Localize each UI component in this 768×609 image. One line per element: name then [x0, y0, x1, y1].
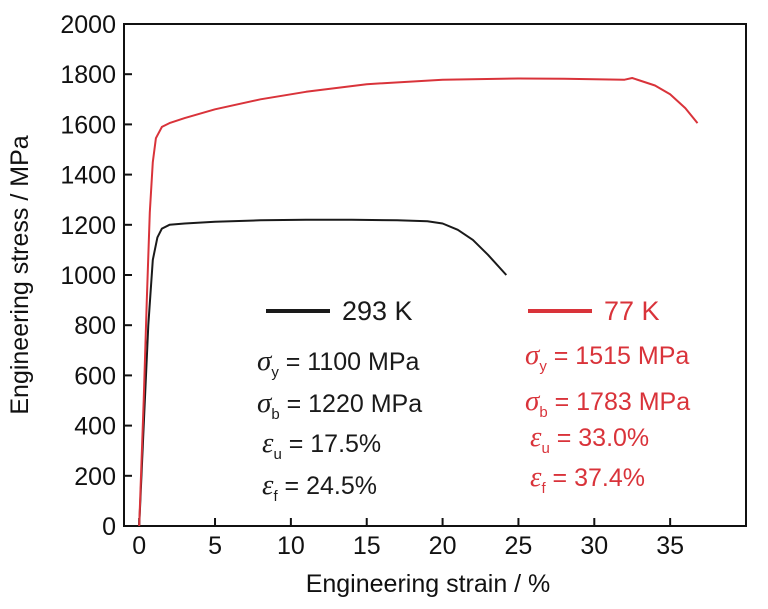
x-tick-label: 5 [208, 532, 222, 560]
y-tick-label: 200 [74, 463, 116, 491]
parameter-annotation: εf = 24.5% [262, 469, 377, 505]
x-axis-label: Engineering strain / % [306, 570, 551, 598]
y-tick-label: 1000 [60, 262, 116, 290]
x-tick-label: 25 [505, 532, 533, 560]
x-tick-label: 15 [353, 532, 381, 560]
x-tick-label: 20 [429, 532, 457, 560]
y-tick-label: 1800 [60, 61, 116, 89]
y-tick-label: 0 [102, 513, 116, 541]
parameter-annotation: σy = 1515 MPa [525, 339, 689, 375]
parameter-annotation: σb = 1220 MPa [257, 387, 422, 423]
y-tick-label: 1400 [60, 162, 116, 190]
series-line-77k [138, 77, 699, 527]
parameter-annotation: σy = 1100 MPa [257, 345, 420, 381]
series-line-293k [138, 218, 508, 527]
y-tick-label: 600 [74, 362, 116, 390]
y-tick-label: 2000 [60, 11, 116, 39]
parameter-annotation: εu = 17.5% [262, 427, 381, 463]
parameter-annotation: σb = 1783 MPa [525, 385, 690, 421]
y-axis-label: Engineering stress / MPa [6, 135, 34, 414]
x-tick-label: 30 [580, 532, 608, 560]
y-tick-label: 1200 [60, 212, 116, 240]
y-tick-label: 1600 [60, 111, 116, 139]
y-tick-label: 800 [74, 312, 116, 340]
x-tick-label: 35 [656, 532, 684, 560]
legend-label: 77 K [604, 296, 660, 326]
plot-frame [123, 23, 747, 527]
parameter-annotation: εu = 33.0% [530, 421, 649, 457]
x-tick-label: 0 [132, 532, 146, 560]
x-tick-label: 10 [277, 532, 305, 560]
y-tick-label: 400 [74, 413, 116, 441]
parameter-annotation: εf = 37.4% [530, 461, 645, 497]
legend-label: 293 K [342, 296, 413, 326]
